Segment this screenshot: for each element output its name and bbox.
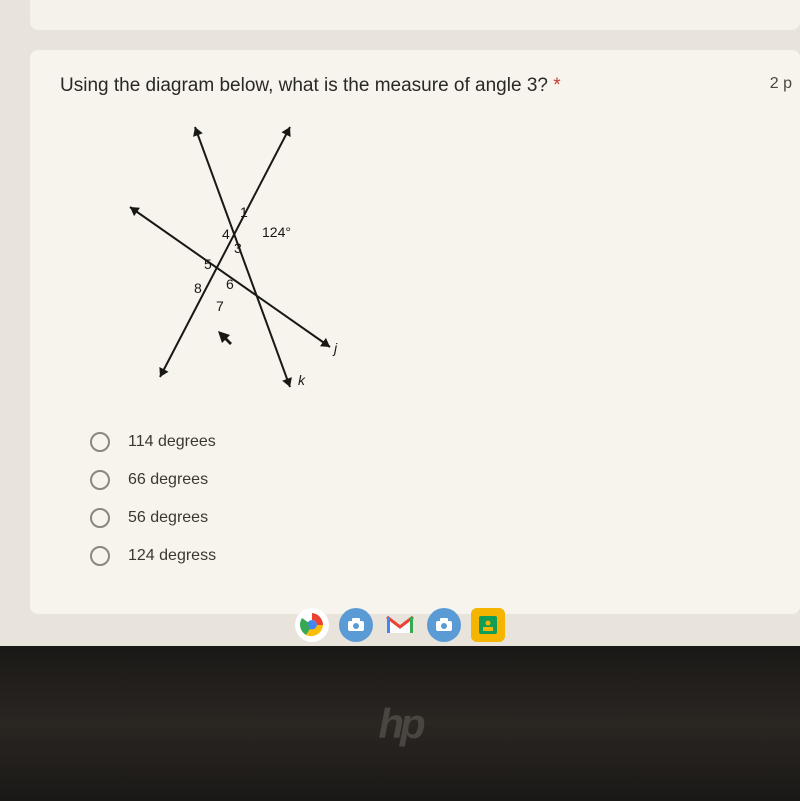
svg-text:1: 1 [240,204,248,220]
diagram-svg: j k 1 124° 43 56 87 [100,117,360,397]
screen-area: 2 p Using the diagram below, what is the… [0,0,800,650]
radio-button[interactable] [90,432,110,452]
svg-text:5: 5 [204,256,212,272]
points-label: 2 p [770,75,792,93]
radio-button[interactable] [90,508,110,528]
svg-text:j: j [332,340,338,356]
camera-icon[interactable] [427,608,461,642]
svg-text:7: 7 [216,298,224,314]
hp-logo: hp [378,700,421,748]
question-prompt: Using the diagram below, what is the mea… [60,75,548,96]
svg-text:6: 6 [226,276,234,292]
svg-text:8: 8 [194,280,202,296]
option-label: 66 degrees [128,471,208,489]
svg-text:3: 3 [234,240,242,256]
option-label: 114 degrees [128,433,216,451]
svg-text:4: 4 [222,226,230,242]
option-row[interactable]: 66 degrees [90,470,770,490]
laptop-bezel: hp [0,646,800,801]
question-card: 2 p Using the diagram below, what is the… [30,50,800,614]
radio-button[interactable] [90,470,110,490]
camera-icon[interactable] [339,608,373,642]
answer-options: 114 degrees 66 degrees 56 degrees 124 de… [90,432,770,566]
option-label: 56 degrees [128,509,208,527]
option-row[interactable]: 114 degrees [90,432,770,452]
required-mark: * [553,75,560,96]
chrome-icon[interactable] [295,608,329,642]
gmail-icon[interactable] [383,608,417,642]
radio-button[interactable] [90,546,110,566]
geometry-diagram: j k 1 124° 43 56 87 [100,117,770,402]
svg-text:124°: 124° [262,224,291,240]
option-row[interactable]: 56 degrees [90,508,770,528]
taskbar [0,604,800,646]
question-text: Using the diagram below, what is the mea… [60,75,770,97]
classroom-icon[interactable] [471,608,505,642]
option-label: 124 degress [128,547,216,565]
option-row[interactable]: 124 degress [90,546,770,566]
previous-card-edge [30,0,800,30]
svg-text:k: k [298,372,306,388]
